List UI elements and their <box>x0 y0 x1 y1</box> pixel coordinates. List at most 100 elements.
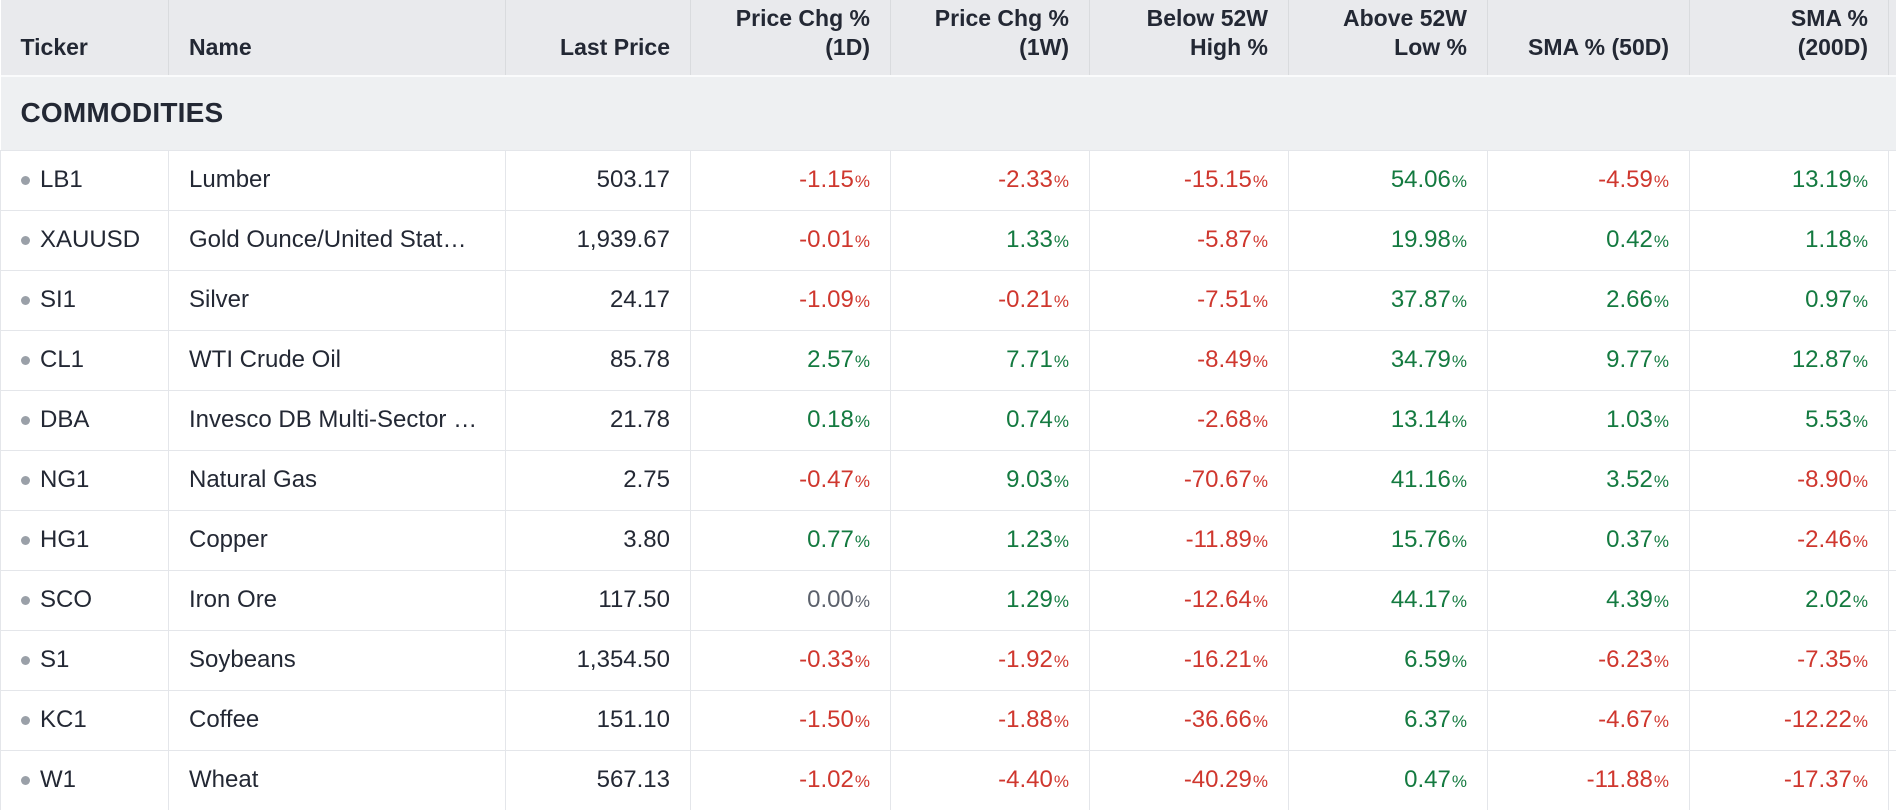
cell-name: Wheat <box>168 750 506 810</box>
table-row[interactable]: KC1 Coffee 151.10 -1.50% -1.88% -36.66% 6.37% -… <box>0 690 1896 751</box>
percent-sign: % <box>1852 712 1868 731</box>
ticker-symbol[interactable]: W1 <box>40 766 76 793</box>
cell-price-chg-1d: -1.50% <box>690 690 891 751</box>
table-row[interactable]: NG1 Natural Gas 2.75 -0.47% 9.03% -70.67% 41.1… <box>0 450 1896 511</box>
cell-name: Lumber <box>168 150 506 211</box>
column-label: Low % <box>1394 34 1467 60</box>
column-header-name[interactable]: Name <box>168 0 506 77</box>
column-label: Name <box>189 34 252 60</box>
percent-value: 2.66 <box>1606 286 1653 313</box>
percent-value: -5.87 <box>1197 226 1252 253</box>
table-row[interactable]: S1 Soybeans 1,354.50 -0.33% -1.92% -16.21% 6.5… <box>0 630 1896 691</box>
percent-value: 6.37 <box>1404 706 1451 733</box>
cell-price-chg-1d: 0.18% <box>690 390 891 451</box>
cell-last-price: 85.78 <box>505 330 691 391</box>
ticker-symbol[interactable]: HG1 <box>40 526 90 553</box>
ticker-symbol[interactable]: CL1 <box>40 346 85 373</box>
cell-ticker: LB1 <box>0 150 169 211</box>
percent-value: -70.67 <box>1183 466 1252 493</box>
table-row[interactable]: HG1 Copper 3.80 0.77% 1.23% -11.89% 15.76% 0.37… <box>0 510 1896 571</box>
percent-sign: % <box>1252 292 1268 311</box>
cell-price-chg-1d: -0.01% <box>690 210 891 271</box>
column-label: Price Chg % <box>934 5 1069 31</box>
table-row[interactable]: CL1 WTI Crude Oil 85.78 2.57% 7.71% -8.49% 34.… <box>0 330 1896 391</box>
cell-price-chg-1d: 2.57% <box>690 330 891 391</box>
cell-ticker: DBA <box>0 390 169 451</box>
percent-sign: % <box>1451 172 1467 191</box>
percent-value: 37.87 <box>1390 286 1451 313</box>
column-label: (1D) <box>825 34 870 60</box>
percent-sign: % <box>854 712 870 731</box>
percent-sign: % <box>1852 292 1868 311</box>
cell-above-52w-low: 41.16% <box>1288 450 1488 511</box>
cell-below-52w-high: -12.64% <box>1089 570 1289 631</box>
ticker-symbol[interactable]: SCO <box>40 586 93 613</box>
column-header-price-chg-1d[interactable]: Price Chg % (1D) <box>690 0 891 77</box>
section-title: COMMODITIES <box>0 75 1896 151</box>
column-header-last-price[interactable]: Last Price <box>505 0 691 77</box>
percent-sign: % <box>854 412 870 431</box>
column-header-ticker[interactable]: Ticker <box>0 0 169 77</box>
column-header-price-chg-1w[interactable]: Price Chg % (1W) <box>890 0 1090 77</box>
ticker-symbol[interactable]: DBA <box>40 406 90 433</box>
percent-value: -40.29 <box>1183 766 1252 793</box>
percent-sign: % <box>1053 712 1069 731</box>
percent-value: 2.02 <box>1805 586 1852 613</box>
ticker-symbol[interactable]: KC1 <box>40 706 87 733</box>
percent-sign: % <box>1653 352 1669 371</box>
cell-sma-50d: 3.52% <box>1487 450 1690 511</box>
column-label: Last Price <box>560 34 670 60</box>
cell-ticker: W1 <box>0 750 169 810</box>
table-row[interactable]: XAUUSD Gold Ounce/United Stat… 1,939.67 -0.… <box>0 210 1896 271</box>
cell-below-52w-high: -5.87% <box>1089 210 1289 271</box>
column-label: Above 52W <box>1343 5 1467 31</box>
cell-ticker: CL1 <box>0 330 169 391</box>
cell-last-price: 1,354.50 <box>505 630 691 691</box>
ticker-symbol[interactable]: SI1 <box>40 286 77 313</box>
cell-last-price: 117.50 <box>505 570 691 631</box>
percent-sign: % <box>1653 592 1669 611</box>
cell-above-52w-low: 54.06% <box>1288 150 1488 211</box>
percent-sign: % <box>1252 412 1268 431</box>
column-header-row: Ticker Name Last Price Price Chg % (1D) P… <box>0 0 1896 77</box>
table-row[interactable]: DBA Invesco DB Multi-Sector … 21.78 0.18% 0.… <box>0 390 1896 451</box>
cell-above-52w-low: 0.47% <box>1288 750 1488 810</box>
cell-below-52w-high: -2.68% <box>1089 390 1289 451</box>
table-row[interactable]: SI1 Silver 24.17 -1.09% -0.21% -7.51% 37.87% 2.… <box>0 270 1896 331</box>
column-header-below-52w-high[interactable]: Below 52W High % <box>1089 0 1289 77</box>
cell-sma-200d: -2.46% <box>1689 510 1889 571</box>
percent-value: 1.03 <box>1606 406 1653 433</box>
percent-sign: % <box>854 292 870 311</box>
cell-name: WTI Crude Oil <box>168 330 506 391</box>
ticker-symbol[interactable]: XAUUSD <box>40 226 141 253</box>
percent-value: -2.33 <box>998 166 1053 193</box>
column-header-sma-200d[interactable]: SMA % (200D) <box>1689 0 1889 77</box>
ticker-bullet-icon <box>21 416 30 425</box>
table-row[interactable]: SCO Iron Ore 117.50 0.00% 1.29% -12.64% 44.17%… <box>0 570 1896 631</box>
cell-name: Soybeans <box>168 630 506 691</box>
percent-value: -1.88 <box>998 706 1053 733</box>
cell-name: Silver <box>168 270 506 331</box>
ticker-symbol[interactable]: LB1 <box>40 166 83 193</box>
percent-value: -0.01 <box>799 226 854 253</box>
column-label: (1W) <box>1019 34 1069 60</box>
percent-value: -12.22 <box>1783 706 1852 733</box>
cell-price-chg-1d: -0.47% <box>690 450 891 511</box>
percent-value: -36.66 <box>1183 706 1252 733</box>
column-label: Ticker <box>20 34 88 60</box>
table-row[interactable]: W1 Wheat 567.13 -1.02% -4.40% -40.29% 0.47% -11… <box>0 750 1896 810</box>
percent-value: 15.76 <box>1390 526 1451 553</box>
percent-value: 0.00 <box>807 586 854 613</box>
ticker-symbol[interactable]: NG1 <box>40 466 90 493</box>
column-header-sma-50d[interactable]: SMA % (50D) <box>1487 0 1690 77</box>
row-filler <box>1888 150 1896 211</box>
percent-sign: % <box>1252 532 1268 551</box>
table-row[interactable]: LB1 Lumber 503.17 -1.15% -2.33% -15.15% 54.06%… <box>0 150 1896 211</box>
cell-price-chg-1w: 9.03% <box>890 450 1090 511</box>
cell-above-52w-low: 34.79% <box>1288 330 1488 391</box>
ticker-symbol[interactable]: S1 <box>40 646 70 673</box>
ticker-bullet-icon <box>21 476 30 485</box>
column-header-above-52w-low[interactable]: Above 52W Low % <box>1288 0 1488 77</box>
percent-sign: % <box>1252 652 1268 671</box>
cell-last-price: 151.10 <box>505 690 691 751</box>
